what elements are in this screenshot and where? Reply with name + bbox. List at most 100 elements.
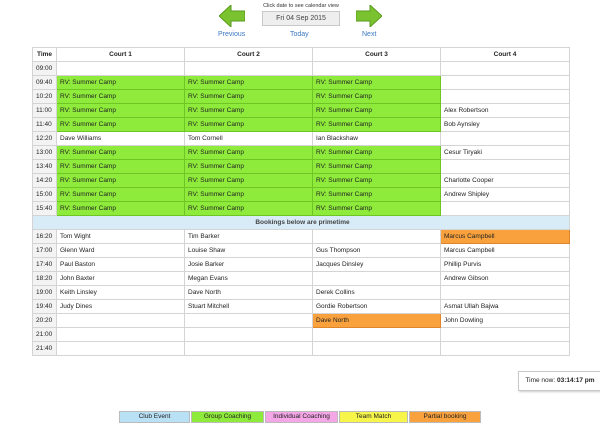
previous-link[interactable]: Previous (218, 31, 246, 38)
court-4-slot[interactable]: Charlotte Cooper (440, 173, 570, 188)
court-4-slot[interactable]: Cesur Tiryaki (440, 145, 570, 160)
table-row: 13:00 RV: Summer Camp RV: Summer Camp RV: S… (32, 145, 570, 160)
court-1-slot[interactable]: RV: Summer Camp (56, 201, 185, 216)
legend-team-match: Team Match (339, 411, 408, 423)
court-3-slot[interactable]: Derek Collins (312, 285, 441, 300)
time-cell: 20:20 (32, 313, 57, 328)
court-4-slot[interactable]: John Dowling (440, 313, 570, 328)
court-1-slot[interactable]: Dave Williams (56, 131, 185, 146)
court-3-slot[interactable]: Jacques Dinsley (312, 257, 441, 272)
court-1-slot[interactable] (56, 341, 185, 356)
court-2-slot[interactable]: RV: Summer Camp (184, 173, 313, 188)
court-4-slot[interactable] (440, 75, 570, 90)
court-4-slot[interactable] (440, 341, 570, 356)
court-4-slot[interactable]: Andrew Gibson (440, 271, 570, 286)
court-3-slot[interactable]: RV: Summer Camp (312, 75, 441, 90)
court-1-slot[interactable] (56, 327, 185, 342)
court-2-slot[interactable]: RV: Summer Camp (184, 145, 313, 160)
court-2-slot[interactable] (184, 341, 313, 356)
court-3-slot[interactable] (312, 61, 441, 76)
court-3-slot[interactable] (312, 327, 441, 342)
court-3-slot[interactable]: Dave North (312, 313, 441, 328)
next-link[interactable]: Next (362, 31, 377, 38)
table-row: 19:40 Judy Dines Stuart Mitchell Gordie Rob… (32, 299, 570, 314)
court-4-header: Court 4 (440, 47, 570, 62)
court-1-slot[interactable]: RV: Summer Camp (56, 117, 185, 132)
court-4-slot[interactable]: Bob Aynsley (440, 117, 570, 132)
legend-individual-coaching: Individual Coaching (265, 411, 338, 423)
court-2-slot[interactable] (184, 313, 313, 328)
court-1-slot[interactable] (56, 61, 185, 76)
court-4-slot[interactable] (440, 131, 570, 146)
court-1-slot[interactable]: Keith Linsley (56, 285, 185, 300)
court-2-slot[interactable]: Megan Evans (184, 271, 313, 286)
court-1-slot[interactable]: RV: Summer Camp (56, 145, 185, 160)
next-arrow-icon[interactable] (356, 5, 382, 27)
court-3-slot[interactable]: RV: Summer Camp (312, 201, 441, 216)
court-2-slot[interactable]: Louise Shaw (184, 243, 313, 258)
court-3-slot[interactable]: RV: Summer Camp (312, 117, 441, 132)
court-2-slot[interactable]: Stuart Mitchell (184, 299, 313, 314)
primetime-row: Bookings below are primetime (32, 215, 570, 230)
court-3-slot[interactable] (312, 229, 441, 244)
court-2-slot[interactable]: RV: Summer Camp (184, 89, 313, 104)
court-3-slot[interactable] (312, 271, 441, 286)
court-2-slot[interactable] (184, 327, 313, 342)
time-cell: 10:20 (32, 89, 57, 104)
court-2-slot[interactable]: RV: Summer Camp (184, 187, 313, 202)
court-2-slot[interactable]: RV: Summer Camp (184, 75, 313, 90)
court-4-slot[interactable]: Marcus Campbell (440, 229, 570, 244)
court-3-slot[interactable]: RV: Summer Camp (312, 159, 441, 174)
previous-arrow-icon[interactable] (219, 5, 245, 27)
time-now-label: Time now: (525, 377, 556, 384)
court-1-slot[interactable]: Judy Dines (56, 299, 185, 314)
court-1-slot[interactable]: John Baxter (56, 271, 185, 286)
court-2-slot[interactable]: RV: Summer Camp (184, 117, 313, 132)
court-4-slot[interactable]: Phillip Purvis (440, 257, 570, 272)
court-1-slot[interactable]: RV: Summer Camp (56, 159, 185, 174)
court-1-slot[interactable]: Tom Wight (56, 229, 185, 244)
court-2-slot[interactable]: Josie Barker (184, 257, 313, 272)
court-3-slot[interactable]: RV: Summer Camp (312, 173, 441, 188)
court-2-slot[interactable]: Tom Cornell (184, 131, 313, 146)
court-1-slot[interactable]: RV: Summer Camp (56, 103, 185, 118)
court-3-slot[interactable] (312, 341, 441, 356)
court-1-slot[interactable]: RV: Summer Camp (56, 75, 185, 90)
court-2-slot[interactable]: RV: Summer Camp (184, 201, 313, 216)
court-3-slot[interactable]: RV: Summer Camp (312, 187, 441, 202)
court-3-slot[interactable]: RV: Summer Camp (312, 103, 441, 118)
court-4-slot[interactable]: Andrew Shipley (440, 187, 570, 202)
table-row: 09:40 RV: Summer Camp RV: Summer Camp RV: S… (32, 75, 570, 90)
court-1-slot[interactable]: Paul Baston (56, 257, 185, 272)
court-4-slot[interactable] (440, 159, 570, 174)
court-1-slot[interactable]: RV: Summer Camp (56, 173, 185, 188)
court-4-slot[interactable] (440, 89, 570, 104)
court-2-slot[interactable]: RV: Summer Camp (184, 159, 313, 174)
table-row: 17:40 Paul Baston Josie Barker Jacques Dins… (32, 257, 570, 272)
court-4-slot[interactable]: Asmat Ullah Bajwa (440, 299, 570, 314)
court-1-slot[interactable]: RV: Summer Camp (56, 187, 185, 202)
court-3-slot[interactable]: Ian Blackshaw (312, 131, 441, 146)
court-3-slot[interactable]: RV: Summer Camp (312, 145, 441, 160)
court-4-slot[interactable] (440, 201, 570, 216)
court-3-slot[interactable]: Gordie Robertson (312, 299, 441, 314)
court-4-slot[interactable]: Alex Robertson (440, 103, 570, 118)
court-2-slot[interactable]: Tim Barker (184, 229, 313, 244)
court-4-slot[interactable]: Marcus Campbell (440, 243, 570, 258)
court-2-slot[interactable]: RV: Summer Camp (184, 103, 313, 118)
court-3-slot[interactable]: Gus Thompson (312, 243, 441, 258)
table-row: 12:20 Dave Williams Tom Cornell Ian Blacksh… (32, 131, 570, 146)
date-display[interactable]: Fri 04 Sep 2015 (262, 11, 340, 26)
court-1-slot[interactable] (56, 313, 185, 328)
court-2-slot[interactable]: Dave North (184, 285, 313, 300)
court-1-slot[interactable]: Glenn Ward (56, 243, 185, 258)
court-3-slot[interactable]: RV: Summer Camp (312, 89, 441, 104)
table-row: 19:00 Keith Linsley Dave North Derek Collin… (32, 285, 570, 300)
table-row: 13:40 RV: Summer Camp RV: Summer Camp RV: S… (32, 159, 570, 174)
court-4-slot[interactable] (440, 61, 570, 76)
court-4-slot[interactable] (440, 285, 570, 300)
court-4-slot[interactable] (440, 327, 570, 342)
court-1-slot[interactable]: RV: Summer Camp (56, 89, 185, 104)
court-2-slot[interactable] (184, 61, 313, 76)
today-link[interactable]: Today (290, 31, 309, 38)
